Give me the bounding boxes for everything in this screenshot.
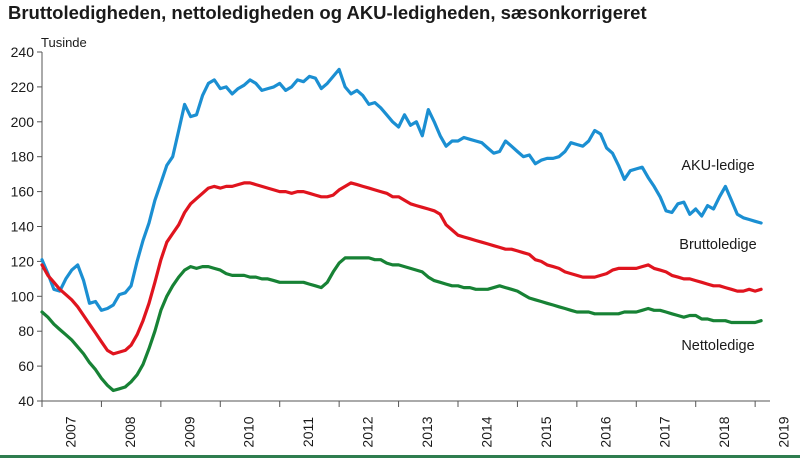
series-lines (40, 67, 763, 393)
series-label-netto: Nettoledige (681, 338, 754, 354)
series-line-brutto (40, 181, 763, 356)
y-tick-label: 60 (18, 358, 34, 374)
y-tick-label: 160 (11, 184, 35, 200)
series-labels: AKU-ledige Bruttoledige Nettoledige (679, 158, 756, 354)
y-tick-label: 220 (11, 79, 35, 95)
bottom-rule (0, 455, 800, 458)
x-tick-label: 2014 (478, 416, 494, 447)
x-tick-label: 2015 (538, 416, 554, 447)
axes: 40 60 80 100 120 140 160 180 200 220 240 2007 2008 20… (11, 44, 792, 448)
x-tick-label: 2009 (181, 416, 197, 447)
x-tick-label: 2008 (122, 416, 138, 447)
x-tick-label: 2012 (360, 416, 376, 447)
x-tick-label: 2018 (716, 416, 732, 447)
y-tick-label: 80 (18, 323, 34, 339)
x-tick-label: 2017 (657, 416, 673, 447)
chart-title: Bruttoledigheden, nettoledigheden og AKU… (8, 2, 647, 23)
y-tick-label: 180 (11, 149, 35, 165)
x-tick-label: 2016 (597, 416, 613, 447)
x-tick-label: 2010 (241, 416, 257, 447)
series-line-netto (40, 256, 763, 393)
series-label-brutto: Bruttoledige (679, 237, 756, 253)
y-axis-unit-label: Tusinde (41, 35, 87, 50)
x-tick-label: 2007 (62, 416, 78, 447)
y-tick-label: 40 (18, 393, 34, 409)
y-tick-label: 240 (11, 44, 35, 60)
x-tick-label: 2011 (300, 417, 316, 447)
series-label-aku: AKU-ledige (681, 158, 754, 174)
x-tick-label: 2019 (776, 416, 792, 447)
x-tick-label: 2013 (419, 416, 435, 447)
y-tick-label: 120 (11, 253, 35, 269)
y-tick-label: 200 (11, 114, 35, 130)
y-tick-label: 100 (11, 288, 35, 304)
series-line-aku (40, 67, 763, 312)
y-tick-label: 140 (11, 219, 35, 235)
